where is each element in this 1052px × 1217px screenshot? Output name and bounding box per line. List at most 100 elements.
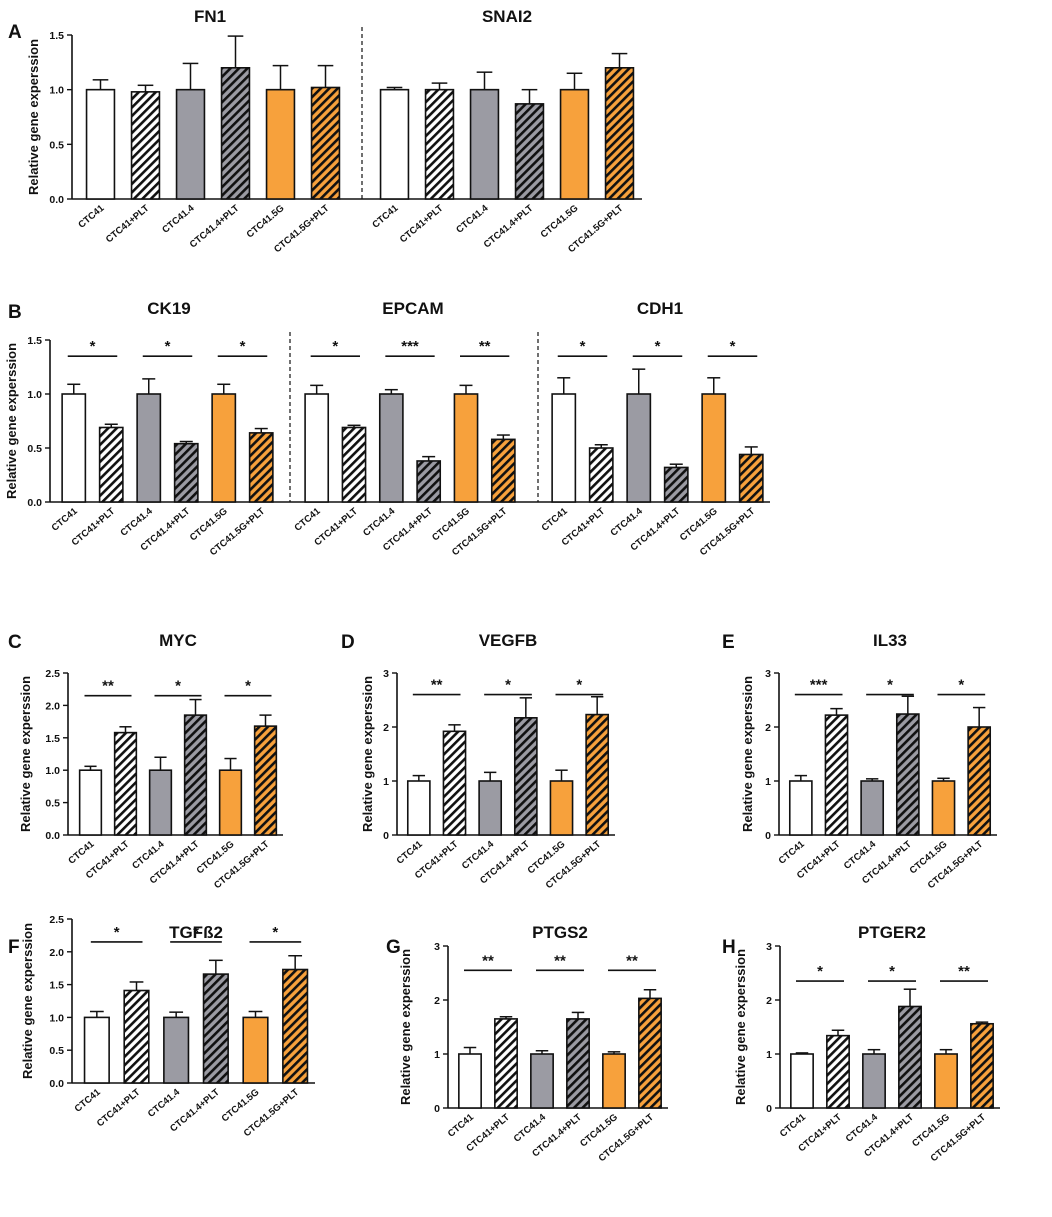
bar <box>379 88 410 200</box>
chart-title: FN1 <box>194 7 226 26</box>
bar <box>83 1016 110 1084</box>
significance-label: ** <box>554 952 566 969</box>
y-tick-label: 1.5 <box>45 733 60 745</box>
significance-label: * <box>889 963 895 980</box>
bar <box>248 432 274 503</box>
significance-label: ** <box>958 963 970 980</box>
bar <box>469 88 500 200</box>
bar <box>211 393 237 503</box>
bar <box>282 968 309 1084</box>
significance-label: * <box>175 678 181 695</box>
bar <box>602 1053 626 1109</box>
chart-title: PTGS2 <box>532 923 588 942</box>
chart-title: CK19 <box>147 299 190 318</box>
bar <box>148 769 173 836</box>
y-tick-label: 2 <box>766 995 772 1007</box>
bar <box>585 713 610 836</box>
x-tick-label: CTC41.4 <box>160 202 197 235</box>
y-tick-label: 2 <box>383 722 389 734</box>
chart-title: EPCAM <box>382 299 443 318</box>
bar <box>513 717 538 836</box>
bar <box>934 1053 958 1109</box>
x-tick-label: CTC41 <box>446 1111 477 1139</box>
x-tick-label: CTC41.4 <box>608 505 645 538</box>
bar <box>123 989 150 1084</box>
bar <box>304 393 330 503</box>
bar <box>130 91 161 200</box>
bar <box>566 1018 590 1109</box>
bar <box>895 713 920 836</box>
y-tick-label: 1.5 <box>49 980 64 992</box>
chart-title: MYC <box>159 631 197 650</box>
bar <box>559 88 590 200</box>
bar <box>826 1034 850 1109</box>
x-tick-label: CTC41.4 <box>146 1086 183 1119</box>
bar <box>738 453 764 503</box>
y-tick-label: 2.5 <box>49 914 64 926</box>
bar <box>478 780 503 836</box>
y-tick-label: 0.5 <box>27 443 42 455</box>
y-tick-label: 2.5 <box>45 668 60 680</box>
bar <box>638 997 662 1109</box>
bar <box>113 731 138 836</box>
panel-label: A <box>8 22 22 43</box>
chart-title: PTGER2 <box>858 923 926 942</box>
y-tick-label: 2.0 <box>45 700 60 712</box>
y-tick-label: 1 <box>765 776 771 788</box>
bar <box>530 1053 554 1109</box>
chart-title: TGFß2 <box>169 923 223 942</box>
x-tick-label: CTC41 <box>50 505 81 533</box>
panel-label: C <box>8 632 22 653</box>
bar <box>61 393 87 503</box>
bar <box>265 88 296 200</box>
bar <box>604 67 635 200</box>
bar <box>202 973 229 1084</box>
bar <box>424 88 455 200</box>
panel-label: G <box>386 937 401 958</box>
chart-title: SNAI2 <box>482 7 532 26</box>
y-tick-label: 0 <box>434 1103 440 1115</box>
bar <box>701 393 727 503</box>
x-tick-label: CTC41 <box>292 505 323 533</box>
significance-label: * <box>114 924 120 941</box>
bar <box>626 393 652 503</box>
x-tick-label: CTC41 <box>540 505 571 533</box>
bar <box>790 1053 814 1109</box>
x-tick-label: CTC41+PLT <box>398 203 446 246</box>
bar <box>490 438 516 503</box>
bar <box>663 466 689 503</box>
significance-label: * <box>887 677 893 694</box>
significance-label: * <box>90 338 96 355</box>
y-tick-label: 0.5 <box>45 798 60 810</box>
significance-label: * <box>655 338 661 355</box>
significance-label: * <box>332 338 338 355</box>
bar <box>218 769 243 836</box>
bar <box>378 393 404 503</box>
x-tick-label: CTC41.4 <box>361 505 398 538</box>
y-tick-label: 1.5 <box>27 335 42 347</box>
x-tick-label: CTC41.4 <box>118 505 155 538</box>
y-tick-label: 0.0 <box>49 194 64 206</box>
y-axis-label: Relative gene experssion <box>398 949 413 1105</box>
bar <box>341 426 367 503</box>
significance-label: * <box>580 338 586 355</box>
panel-label: D <box>341 632 355 653</box>
bar <box>442 730 467 836</box>
panel-label: E <box>722 632 735 653</box>
significance-label: * <box>165 338 171 355</box>
bar <box>788 780 813 836</box>
bar <box>549 780 574 836</box>
y-tick-label: 3 <box>765 668 771 680</box>
bar <box>98 426 124 503</box>
y-tick-label: 1 <box>383 776 389 788</box>
bar <box>551 393 577 503</box>
bar <box>242 1016 269 1084</box>
x-tick-label: CTC41 <box>370 202 401 230</box>
y-tick-label: 3 <box>434 941 440 953</box>
y-tick-label: 1.0 <box>49 85 64 97</box>
x-tick-label: CTC41+PLT <box>104 203 152 246</box>
bar <box>898 1005 922 1109</box>
y-tick-label: 0 <box>765 830 771 842</box>
bar <box>416 460 442 503</box>
